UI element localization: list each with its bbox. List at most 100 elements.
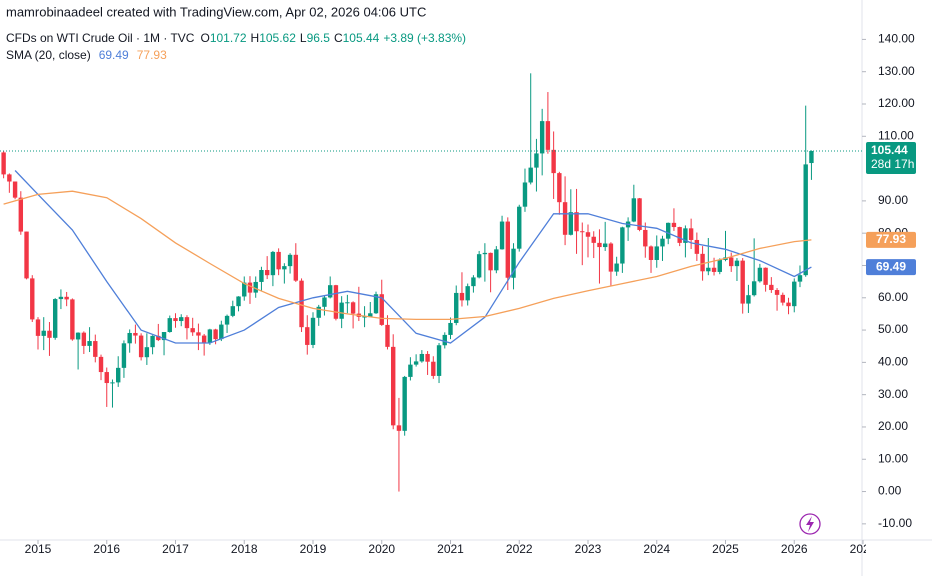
sma-label-text: 69.49 bbox=[876, 259, 906, 273]
x-axis: 2015 2016 2017 2018 2019 2020 2021 2022 2023 2024… bbox=[25, 540, 866, 556]
candle-body bbox=[580, 231, 585, 233]
countdown: 28d 17h bbox=[871, 157, 914, 171]
alert-icon[interactable] bbox=[806, 516, 814, 532]
candle-body bbox=[207, 329, 213, 343]
candle-body bbox=[87, 341, 92, 346]
candle-body bbox=[666, 222, 671, 239]
candle-body bbox=[471, 277, 476, 287]
candle-body bbox=[201, 335, 207, 343]
x-tick-label: 2025 bbox=[712, 542, 739, 556]
candle-body bbox=[528, 167, 533, 183]
candle-body bbox=[333, 285, 339, 319]
candle-body bbox=[316, 306, 321, 318]
ohlc-value: 96.5 bbox=[307, 31, 331, 45]
candle-body bbox=[694, 239, 700, 254]
candle-body bbox=[574, 212, 579, 232]
candle-body bbox=[746, 295, 751, 304]
x-tick-label: 2020 bbox=[368, 542, 395, 556]
candle-body bbox=[402, 376, 407, 431]
candle-body bbox=[379, 294, 384, 325]
indicator: SMA (20, close) bbox=[6, 48, 91, 62]
x-tick-label: 2016 bbox=[93, 542, 120, 556]
y-tick-label: 90.00 bbox=[878, 193, 908, 207]
candle-body bbox=[156, 335, 161, 341]
candle-body bbox=[368, 313, 373, 317]
sma-line bbox=[14, 170, 812, 344]
candle-body bbox=[780, 294, 785, 303]
sma-line bbox=[3, 190, 812, 321]
candle-body bbox=[190, 328, 195, 333]
candle-body bbox=[425, 353, 430, 362]
candle-body bbox=[18, 197, 24, 232]
price-label bbox=[866, 142, 916, 175]
change: +3.89 (+3.83%) bbox=[383, 31, 466, 45]
candle-body bbox=[116, 367, 121, 383]
candle-body bbox=[362, 316, 367, 318]
candle-body bbox=[133, 332, 138, 336]
candle-body bbox=[448, 322, 453, 335]
candle-body bbox=[385, 324, 390, 347]
candle-body bbox=[110, 382, 115, 384]
candle-body bbox=[459, 292, 465, 301]
candle-body bbox=[93, 341, 98, 357]
candle-body bbox=[677, 227, 682, 243]
candle-body bbox=[179, 317, 184, 322]
candle-body bbox=[476, 254, 482, 278]
candle-body bbox=[482, 252, 488, 255]
y-tick-label: 30.00 bbox=[878, 387, 908, 401]
x-tick-label: 2023 bbox=[575, 542, 602, 556]
candle-body bbox=[339, 302, 344, 319]
candle-body bbox=[545, 121, 551, 150]
candle-body bbox=[419, 353, 425, 362]
x-tick-label: 2015 bbox=[25, 542, 52, 556]
candle-body bbox=[517, 206, 522, 249]
candle-body bbox=[58, 296, 64, 300]
candle-body bbox=[494, 249, 499, 271]
y-tick-label: 10.00 bbox=[878, 451, 908, 465]
candle-body bbox=[98, 356, 104, 373]
candle-body bbox=[184, 317, 190, 329]
x-tick-label: 2019 bbox=[300, 542, 327, 556]
candle-body bbox=[75, 332, 81, 340]
candle-body bbox=[792, 281, 797, 307]
y-tick-label: 20.00 bbox=[878, 419, 908, 433]
candle-body bbox=[127, 332, 132, 344]
candle-body bbox=[488, 252, 493, 271]
candle-body bbox=[436, 345, 442, 376]
symbol: CFDs on WTI Crude Oil · 1M · TVC bbox=[6, 31, 195, 45]
x-tick-label: 2018 bbox=[231, 542, 258, 556]
candle-body bbox=[259, 270, 264, 282]
y-tick-label: 120.00 bbox=[878, 96, 915, 110]
candle-body bbox=[276, 251, 281, 270]
y-tick-label: 60.00 bbox=[878, 290, 908, 304]
candle-body bbox=[711, 267, 717, 272]
candle-body bbox=[30, 278, 35, 320]
candle-body bbox=[7, 174, 12, 182]
candle-body bbox=[345, 302, 350, 304]
candle-body bbox=[373, 294, 379, 314]
candle-body bbox=[52, 299, 58, 338]
sma-label bbox=[866, 259, 916, 276]
candle-body bbox=[585, 232, 591, 237]
candle-body bbox=[196, 332, 201, 336]
ohlc-value: 101.72 bbox=[210, 31, 247, 45]
candle-body bbox=[350, 302, 356, 314]
candle-body bbox=[242, 282, 247, 297]
ohlc-value: 105.44 bbox=[343, 31, 380, 45]
x-tick-label: 2021 bbox=[437, 542, 464, 556]
candle-body bbox=[247, 282, 253, 293]
y-tick-label: 130.00 bbox=[878, 64, 915, 78]
candle-body bbox=[293, 254, 299, 281]
candle-body bbox=[270, 251, 276, 276]
candle-body bbox=[35, 319, 41, 336]
candle-body bbox=[551, 149, 556, 174]
candle-body bbox=[224, 315, 230, 325]
candle-body bbox=[505, 221, 510, 278]
candle-body bbox=[431, 361, 436, 376]
candle-body bbox=[253, 281, 258, 293]
candle-body bbox=[557, 173, 562, 203]
candle-body bbox=[213, 329, 218, 340]
candle-body bbox=[322, 297, 327, 307]
candle-body bbox=[717, 259, 722, 272]
